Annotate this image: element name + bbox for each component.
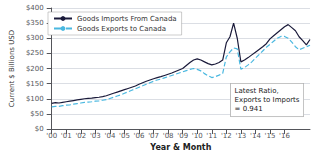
svg-text:'12: '12: [221, 132, 232, 140]
svg-text:'14: '14: [250, 132, 261, 140]
svg-text:'13: '13: [235, 132, 246, 140]
svg-text:$100: $100: [26, 95, 44, 103]
svg-text:$0: $0: [35, 125, 44, 133]
svg-text:'08: '08: [163, 132, 174, 140]
svg-text:$250: $250: [26, 49, 44, 57]
svg-text:'03: '03: [90, 132, 101, 140]
svg-text:'06: '06: [134, 132, 145, 140]
svg-text:$200: $200: [26, 65, 44, 73]
svg-text:'04: '04: [104, 132, 115, 140]
svg-text:Exports to Imports: Exports to Imports: [235, 96, 300, 104]
svg-text:Year & Month: Year & Month: [149, 143, 211, 152]
svg-text:'05: '05: [119, 132, 130, 140]
svg-text:'16: '16: [279, 132, 290, 140]
svg-text:Current $ Billions USD: Current $ Billions USD: [8, 30, 16, 107]
svg-text:'02: '02: [75, 132, 86, 140]
svg-text:'07: '07: [148, 132, 159, 140]
svg-text:Goods Exports to Canada: Goods Exports to Canada: [77, 25, 166, 33]
svg-text:Goods Imports From Canada: Goods Imports From Canada: [77, 15, 177, 23]
svg-text:$350: $350: [26, 19, 44, 27]
svg-text:$150: $150: [26, 80, 44, 88]
svg-text:'01: '01: [61, 132, 72, 140]
svg-text:'15: '15: [265, 132, 276, 140]
svg-text:'11: '11: [206, 132, 217, 140]
svg-text:$50: $50: [30, 110, 43, 118]
svg-text:'10: '10: [192, 132, 203, 140]
svg-text:'00: '00: [46, 132, 57, 140]
svg-text:Latest Ratio,: Latest Ratio,: [235, 87, 279, 95]
svg-text:$400: $400: [26, 4, 44, 12]
svg-text:'09: '09: [177, 132, 188, 140]
svg-text:= 0.941: = 0.941: [235, 105, 263, 113]
svg-text:$300: $300: [26, 34, 44, 42]
